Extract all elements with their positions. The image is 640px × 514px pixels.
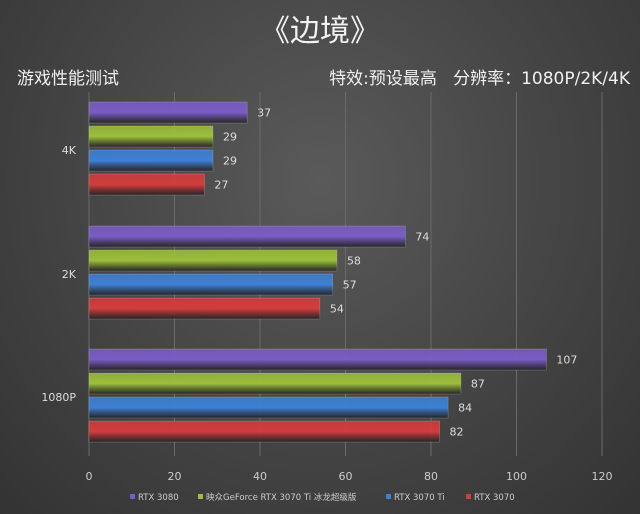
bar-1080P-1 xyxy=(88,372,462,395)
data-label: 74 xyxy=(415,231,429,244)
legend-swatch xyxy=(386,494,391,499)
legend-label: RTX 3070 Ti xyxy=(394,493,445,503)
x-tick-label: 100 xyxy=(506,470,527,483)
y-category-label: 1080P xyxy=(41,391,76,404)
data-label: 58 xyxy=(347,255,361,268)
data-label: 29 xyxy=(223,131,237,144)
bar-4K-1 xyxy=(88,125,214,148)
data-label: 87 xyxy=(471,378,485,391)
legend-swatch xyxy=(466,494,471,499)
x-tick-label: 40 xyxy=(253,470,267,483)
y-category-label: 2K xyxy=(62,268,77,281)
bar-4K-0 xyxy=(88,101,248,124)
data-label: 29 xyxy=(223,155,237,168)
chart-subtitle-right: 特效:预设最高 分辨率：1080P/2K/4K xyxy=(329,69,630,89)
bar-4K-2 xyxy=(88,149,214,172)
legend-swatch xyxy=(198,494,203,499)
data-label: 57 xyxy=(343,279,357,292)
bar-2K-0 xyxy=(88,225,406,248)
chart-subtitle-left: 游戏性能测试 xyxy=(17,69,119,89)
bar-2K-1 xyxy=(88,249,338,272)
x-tick-label: 20 xyxy=(168,470,182,483)
bar-4K-3 xyxy=(88,173,205,196)
legend-label: RTX 3080 xyxy=(138,493,179,503)
bar-1080P-3 xyxy=(88,420,440,443)
data-label: 107 xyxy=(556,354,577,367)
x-tick-label: 60 xyxy=(339,470,353,483)
data-label: 84 xyxy=(458,402,472,415)
bar-2K-2 xyxy=(88,273,333,296)
legend-label: 映众GeForce RTX 3070 Ti 冰龙超级版 xyxy=(206,492,357,503)
x-tick-label: 0 xyxy=(86,470,93,483)
x-tick-label: 80 xyxy=(424,470,438,483)
legend-label: RTX 3070 xyxy=(474,493,515,503)
data-label: 27 xyxy=(214,179,228,192)
data-label: 37 xyxy=(257,107,271,120)
bar-2K-3 xyxy=(88,297,321,320)
y-category-label: 4K xyxy=(62,144,77,157)
bar-1080P-0 xyxy=(88,348,547,371)
bar-1080P-2 xyxy=(88,396,449,419)
data-label: 82 xyxy=(450,426,464,439)
chart-title: 《边境》 xyxy=(260,14,380,49)
data-label: 54 xyxy=(330,303,344,316)
x-tick-label: 120 xyxy=(592,470,613,483)
legend-swatch xyxy=(130,494,135,499)
